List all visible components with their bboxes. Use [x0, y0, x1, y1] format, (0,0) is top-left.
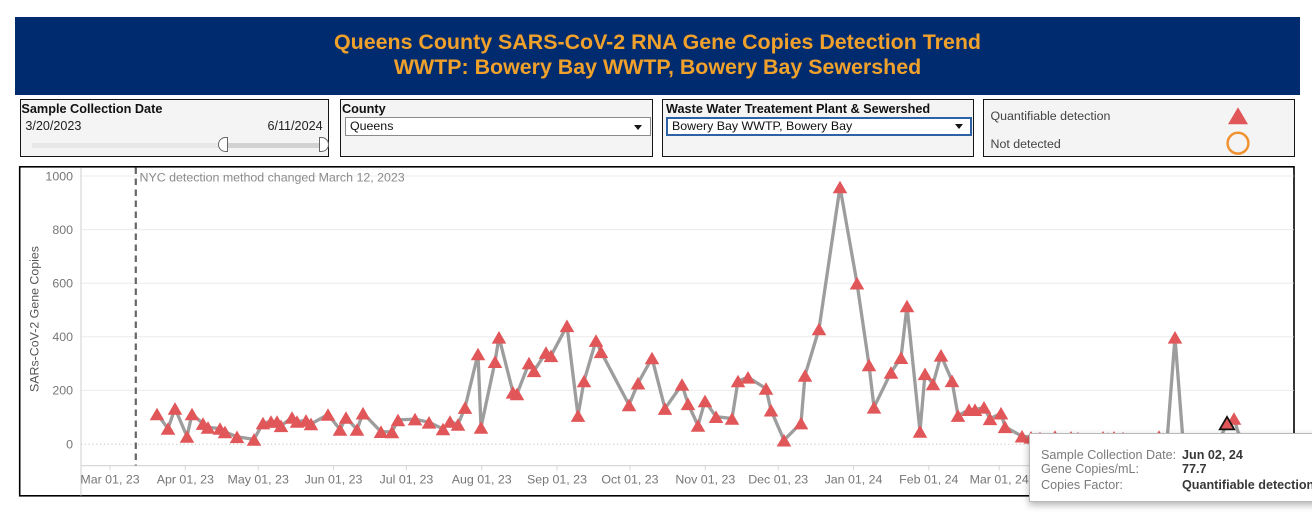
svg-text:800: 800 — [52, 223, 73, 237]
svg-text:Jul 01, 23: Jul 01, 23 — [380, 473, 434, 487]
svg-text:Oct 01, 23: Oct 01, 23 — [601, 473, 658, 487]
svg-text:Mar 01, 23: Mar 01, 23 — [80, 473, 139, 487]
svg-text:200: 200 — [52, 384, 73, 398]
svg-text:Mar 01, 24: Mar 01, 24 — [970, 473, 1029, 487]
svg-text:May 01, 23: May 01, 23 — [228, 473, 289, 487]
svg-text:Aug 01, 23: Aug 01, 23 — [452, 473, 512, 487]
svg-text:Dec 01, 23: Dec 01, 23 — [748, 473, 808, 487]
svg-text:Nov 01, 23: Nov 01, 23 — [675, 473, 735, 487]
svg-text:Sep 01, 23: Sep 01, 23 — [527, 473, 587, 487]
svg-text:1000: 1000 — [45, 169, 73, 183]
svg-text:0: 0 — [66, 437, 73, 451]
svg-text:Apr 01, 23: Apr 01, 23 — [157, 473, 214, 487]
svg-text:Feb 01, 24: Feb 01, 24 — [899, 473, 958, 487]
svg-text:NYC detection method changed M: NYC detection method changed March 12, 2… — [140, 171, 405, 185]
svg-text:600: 600 — [52, 277, 73, 291]
svg-text:Jan 01, 24: Jan 01, 24 — [825, 473, 883, 487]
svg-text:SARs-CoV-2 Gene Copies: SARs-CoV-2 Gene Copies — [28, 246, 42, 392]
svg-text:400: 400 — [52, 330, 73, 344]
svg-text:Jun 01, 23: Jun 01, 23 — [305, 473, 363, 487]
